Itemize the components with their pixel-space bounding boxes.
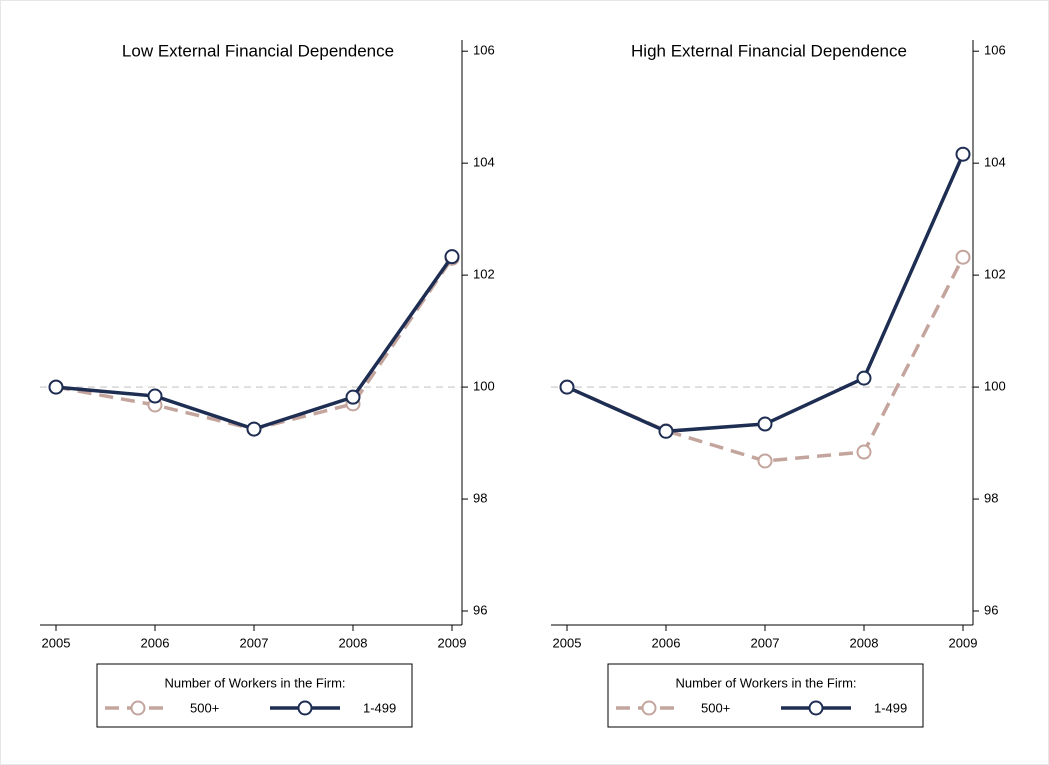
y-tick-label: 106 [984, 43, 1006, 58]
marker [345, 389, 361, 405]
x-tick-label: 2008 [850, 635, 879, 650]
legend-box [607, 663, 924, 728]
marker [757, 416, 773, 432]
y-tick-label: 100 [473, 379, 495, 394]
marker [559, 379, 575, 395]
y-tick-label: 98 [984, 490, 998, 505]
legend-marker [808, 700, 824, 716]
chart-title: Low External Financial Dependence [122, 41, 394, 60]
x-tick-label: 2006 [141, 635, 170, 650]
legend-marker [641, 700, 657, 716]
x-tick-label: 2005 [42, 635, 71, 650]
marker [147, 388, 163, 404]
x-tick-label: 2007 [240, 635, 269, 650]
x-tick-label: 2005 [553, 635, 582, 650]
y-tick-label: 102 [473, 267, 495, 282]
marker [955, 146, 971, 162]
legend-title: Number of Workers in the Firm: [675, 675, 856, 690]
x-tick-label: 2009 [949, 635, 978, 650]
marker [658, 423, 674, 439]
marker [246, 421, 262, 437]
marker [48, 379, 64, 395]
y-tick-label: 102 [984, 267, 1006, 282]
legend-marker [130, 700, 146, 716]
legend-marker [297, 700, 313, 716]
marker [444, 249, 460, 265]
y-tick-label: 96 [984, 602, 998, 617]
x-tick-label: 2008 [339, 635, 368, 650]
y-tick-label: 100 [984, 379, 1006, 394]
x-tick-label: 2007 [751, 635, 780, 650]
legend-label: 500+ [701, 700, 730, 715]
marker [856, 370, 872, 386]
legend-box [96, 663, 413, 728]
chart-title: High External Financial Dependence [631, 41, 907, 60]
x-tick-label: 2009 [438, 635, 467, 650]
x-tick-label: 2006 [652, 635, 681, 650]
legend-label: 500+ [190, 700, 219, 715]
legend-label: 1-499 [874, 700, 907, 715]
y-tick-label: 104 [473, 155, 495, 170]
y-tick-label: 96 [473, 602, 487, 617]
legend-title: Number of Workers in the Firm: [164, 675, 345, 690]
marker [955, 249, 971, 265]
y-tick-label: 98 [473, 490, 487, 505]
legend-label: 1-499 [363, 700, 396, 715]
marker [856, 444, 872, 460]
y-tick-label: 104 [984, 155, 1006, 170]
marker [757, 453, 773, 469]
y-tick-label: 106 [473, 43, 495, 58]
